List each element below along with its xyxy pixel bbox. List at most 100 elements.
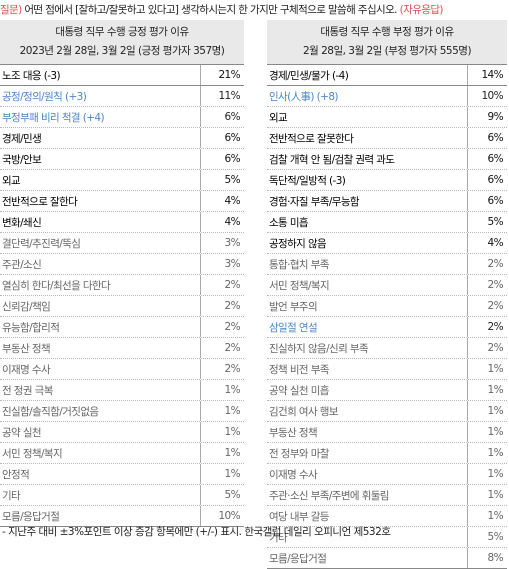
table-row: 모름/응답거절 10%: [0, 506, 244, 527]
reason-label: 안정적: [2, 468, 30, 481]
table-row: 이재명 수사 2%: [0, 359, 244, 380]
table-row: 서민 정책/복지 1%: [0, 443, 244, 464]
positive-reasons-table: 노조 대응 (-3) 21% 공정/정의/원칙 (+3) 11% 부정부패 비리 척결 …: [0, 64, 244, 527]
table-row: 주관/소신 3%: [0, 254, 244, 275]
reason-label: 국방/안보: [2, 153, 42, 166]
table-row: 변화/쇄신 4%: [0, 212, 244, 233]
reason-percent: 6%: [467, 128, 507, 148]
reason-percent: 5%: [200, 170, 244, 190]
table-row: 경제/민생 6%: [0, 128, 244, 149]
table-row: 서민 정책/복지 2%: [267, 275, 507, 296]
reason-percent: 1%: [467, 485, 507, 505]
table-row: 경험·자질 부족/무능함 6%: [267, 191, 507, 212]
table-row: 외교 5%: [0, 170, 244, 191]
reason-percent: 5%: [467, 212, 507, 232]
question-prefix: 질문): [0, 4, 22, 16]
reason-percent: 4%: [200, 212, 244, 232]
reason-percent: 1%: [467, 506, 507, 526]
table-row: 진실함/솔직함/거짓없음 1%: [0, 401, 244, 422]
reason-label: 삼일절 연설: [269, 321, 318, 334]
reason-percent: 1%: [200, 443, 244, 463]
reason-label: 검찰 개혁 안 됨/검찰 권력 과도: [269, 153, 395, 166]
reason-label: 공약 실천: [2, 426, 42, 439]
reason-percent: 2%: [200, 296, 244, 316]
reason-label: 변화/쇄신: [2, 216, 42, 229]
reason-percent: 11%: [200, 86, 244, 106]
table-row: 노조 대응 (-3) 21%: [0, 65, 244, 86]
positive-reasons-panel: 대통령 직무 수행 긍정 평가 이유 2023년 2월 28일, 3월 2일 (…: [0, 20, 244, 527]
reason-percent: 1%: [467, 443, 507, 463]
reason-percent: 10%: [467, 86, 507, 106]
reason-percent: 6%: [467, 149, 507, 169]
question-suffix: (자유응답): [399, 4, 444, 16]
reason-percent: 2%: [200, 338, 244, 358]
table-row: 전반적으로 잘한다 4%: [0, 191, 244, 212]
reason-percent: 6%: [467, 170, 507, 190]
table-row: 열심히 한다/최선을 다한다 2%: [0, 275, 244, 296]
reason-label: 결단력/추진력/뚝심: [2, 237, 81, 250]
reason-percent: 6%: [200, 128, 244, 148]
reason-label: 통합·협치 부족: [269, 258, 329, 271]
table-row: 모름/응답거절 8%: [267, 548, 507, 569]
table-row: 결단력/추진력/뚝심 3%: [0, 233, 244, 254]
reason-percent: 14%: [467, 65, 507, 85]
positive-panel-header: 대통령 직무 수행 긍정 평가 이유 2023년 2월 28일, 3월 2일 (…: [0, 20, 244, 64]
question-text: 질문) 어떤 점에서 [잘하고/잘못하고 있다고] 생각하시는지 한 가지만 구…: [0, 2, 443, 17]
reason-label: 열심히 한다/최선을 다한다: [2, 279, 111, 292]
reason-percent: 1%: [467, 401, 507, 421]
question-body: 어떤 점에서 [잘하고/잘못하고 있다고] 생각하시는지 한 가지만 구체적으로…: [21, 4, 397, 16]
reason-percent: 1%: [467, 464, 507, 484]
reason-label: 모름/응답거절: [2, 510, 60, 523]
reason-label: 이재명 수사: [269, 468, 318, 481]
table-row: 전 정부와 마찰 1%: [267, 443, 507, 464]
negative-reasons-panel: 대통령 직무 수행 부정 평가 이유 2월 28일, 3월 2일 (부정 평가자…: [267, 20, 507, 569]
reason-percent: 1%: [467, 422, 507, 442]
table-row: 안정적 1%: [0, 464, 244, 485]
reason-label: 부정부패 비리 척결 (+4): [2, 111, 105, 124]
reason-percent: 1%: [467, 359, 507, 379]
reason-label: 이재명 수사: [2, 363, 51, 376]
reason-label: 경제/민생/물가 (-4): [269, 69, 349, 82]
reason-label: 소통 미흡: [269, 216, 309, 229]
table-row: 인사(人事) (+8) 10%: [267, 86, 507, 107]
reason-label: 전반적으로 잘한다: [2, 195, 78, 208]
table-row: 소통 미흡 5%: [267, 212, 507, 233]
reason-percent: 2%: [467, 296, 507, 316]
table-row: 주관·소신 부족/주변에 휘둘림 1%: [267, 485, 507, 506]
table-row: 통합·협치 부족 2%: [267, 254, 507, 275]
reason-percent: 10%: [200, 506, 244, 526]
table-row: 부동산 정책 1%: [267, 422, 507, 443]
reason-label: 부동산 정책: [2, 342, 51, 355]
negative-reasons-table: 경제/민생/물가 (-4) 14% 인사(人事) (+8) 10% 외교 9% 전반적으로 …: [267, 64, 507, 569]
reason-label: 경험·자질 부족/무능함: [269, 195, 360, 208]
reason-label: 전반적으로 잘못한다: [269, 132, 354, 145]
reason-label: 주관/소신: [2, 258, 42, 271]
reason-label: 전 정권 극복: [2, 384, 53, 397]
reason-label: 기타: [2, 489, 21, 502]
reason-percent: 1%: [200, 380, 244, 400]
reason-label: 외교: [2, 174, 21, 187]
reason-label: 독단적/일방적 (-3): [269, 174, 346, 187]
table-row: 국방/안보 6%: [0, 149, 244, 170]
reason-label: 서민 정책/복지: [2, 447, 63, 460]
reason-label: 공정하지 않음: [269, 237, 327, 250]
reason-percent: 2%: [467, 338, 507, 358]
reason-percent: 21%: [200, 65, 244, 85]
table-row: 부정부패 비리 척결 (+4) 6%: [0, 107, 244, 128]
reason-label: 인사(人事) (+8): [269, 90, 339, 103]
reason-label: 외교: [269, 111, 288, 124]
reason-percent: 3%: [200, 233, 244, 253]
reason-percent: 2%: [467, 275, 507, 295]
table-row: 정책 비전 부족 1%: [267, 359, 507, 380]
reason-label: 공정/정의/원칙 (+3): [2, 90, 87, 103]
reason-label: 발언 부주의: [269, 300, 318, 313]
reason-percent: 5%: [467, 527, 507, 547]
reason-label: 부동산 정책: [269, 426, 318, 439]
table-row: 전 정권 극복 1%: [0, 380, 244, 401]
reason-label: 진실함/솔직함/거짓없음: [2, 405, 99, 418]
reason-percent: 8%: [467, 548, 507, 568]
table-row: 삼일절 연설 2%: [267, 317, 507, 338]
table-row: 공약 실천 미흡 1%: [267, 380, 507, 401]
reason-percent: 4%: [200, 191, 244, 211]
reason-percent: 1%: [467, 380, 507, 400]
